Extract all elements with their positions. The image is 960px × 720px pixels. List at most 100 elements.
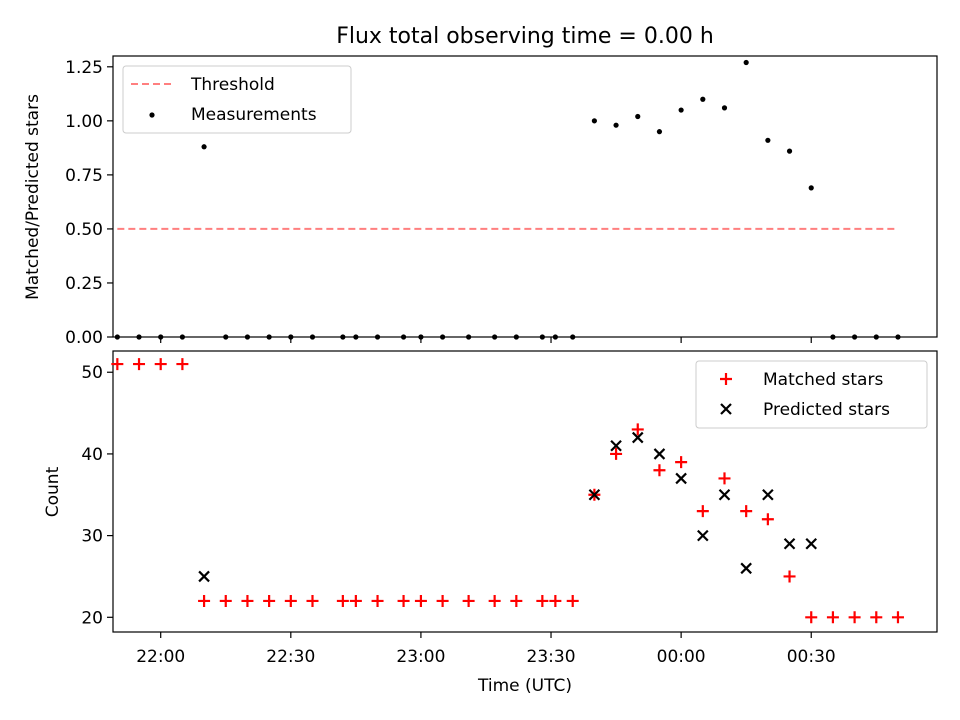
bottom-y-axis: 20 30 40 50: [81, 363, 113, 628]
top-y-tick-label: 1.00: [65, 112, 103, 132]
matched-star-point: [891, 611, 904, 624]
predicted-star-point: [675, 472, 687, 485]
legend-threshold-label: Threshold: [190, 75, 275, 95]
matched-star-point: [241, 594, 254, 607]
measurement-point: [492, 334, 498, 340]
measurement-point: [201, 144, 207, 150]
matched-star-point: [219, 594, 232, 607]
matched-star-point: [805, 611, 818, 624]
bottom-legend: Matched stars Predicted stars: [695, 360, 928, 429]
matched-star-point: [349, 594, 362, 607]
measurement-point: [353, 334, 359, 340]
top-y-tick-label: 0.50: [65, 220, 103, 240]
matched-star-point: [783, 570, 796, 583]
predicted-star-point: [653, 448, 666, 460]
matched-star-point: [263, 594, 276, 607]
matched-star-point: [306, 594, 319, 607]
matched-star-point: [696, 505, 709, 518]
measurement-point: [635, 113, 641, 120]
top-legend-frame: [122, 65, 352, 134]
measurement-point: [244, 334, 251, 340]
measurement-point: [721, 105, 728, 111]
measurement-point: [539, 334, 545, 340]
predicted-star-point: [610, 439, 622, 452]
bottom-x-tick-label: 00:30: [787, 647, 836, 667]
matched-star-point: [510, 594, 523, 607]
predicted-star-point: [697, 529, 709, 542]
predicted-star-point: [588, 488, 601, 501]
bottom-legend-frame: [695, 360, 928, 429]
top-y-axis: 0.00 0.25 0.50 0.75 1.00 1.25: [65, 58, 113, 348]
matched-star-point: [198, 594, 211, 607]
measurement-point: [808, 185, 814, 191]
measurement-point: [852, 334, 858, 340]
legend-measurements-swatch: [149, 112, 155, 118]
measurement-point: [743, 59, 749, 66]
measurement-point: [466, 334, 472, 340]
matched-star-point: [653, 464, 666, 477]
top-y-tick-label: 1.25: [65, 58, 103, 78]
matched-star-point: [176, 358, 189, 371]
measurement-point: [440, 334, 446, 340]
measurement-point: [765, 137, 771, 143]
bottom-y-tick-label: 50: [81, 363, 103, 383]
matched-star-point: [462, 594, 475, 607]
matched-star-point: [488, 594, 501, 607]
bottom-x-tick-label: 22:00: [136, 647, 185, 667]
top-y-axis-label: Matched/Predicted stars: [23, 94, 43, 300]
matched-star-point: [718, 472, 731, 485]
matched-star-point: [436, 594, 449, 607]
measurement-point: [570, 334, 576, 340]
predicted-star-point: [805, 538, 818, 550]
matched-star-point: [549, 594, 562, 607]
matched-star-point: [414, 594, 427, 607]
measurement-point: [613, 122, 619, 128]
chart-title: Flux total observing time = 0.00 h: [336, 24, 714, 49]
measurement-point: [400, 334, 407, 340]
predicted-star-point: [718, 488, 731, 501]
measurement-point: [136, 334, 142, 340]
measurement-point: [678, 107, 684, 113]
top-y-tick-label: 0.25: [65, 274, 103, 294]
measurement-point: [374, 334, 381, 340]
matched-star-point: [826, 611, 839, 624]
legend-matched-swatch: [720, 373, 732, 385]
bottom-marks: [111, 358, 904, 624]
matched-star-point: [536, 594, 549, 607]
predicted-star-point: [631, 431, 644, 444]
matched-star-point: [610, 447, 623, 460]
legend-matched-label: Matched stars: [763, 370, 883, 390]
measurement-point: [591, 118, 597, 124]
top-y-tick-label: 0.75: [65, 166, 103, 186]
bottom-x-tick-label: 22:30: [266, 647, 315, 667]
predicted-star-point: [198, 570, 210, 583]
matched-star-point: [397, 594, 410, 607]
matched-star-point: [154, 358, 167, 371]
measurement-point: [786, 148, 793, 154]
measurement-point: [340, 334, 346, 340]
measurement-point: [266, 334, 272, 340]
measurement-point: [309, 334, 316, 340]
bottom-y-tick-label: 30: [81, 527, 103, 547]
measurement-point: [223, 334, 229, 340]
matched-star-point: [371, 594, 384, 607]
top-x-ticks: [160, 337, 812, 343]
bottom-x-tick-label: 23:00: [396, 647, 445, 667]
bottom-x-tick-label: 00:00: [657, 647, 706, 667]
matched-star-point: [870, 611, 883, 624]
measurement-point: [656, 129, 663, 135]
bottom-x-tick-label: 23:30: [527, 647, 576, 667]
legend-measurements-label: Measurements: [191, 105, 317, 125]
top-legend: Threshold Measurements: [122, 65, 352, 134]
matched-star-point: [566, 594, 579, 607]
matched-star-point: [336, 594, 349, 607]
matched-star-point: [111, 358, 124, 371]
legend-predicted-label: Predicted stars: [763, 400, 890, 420]
matched-star-point: [133, 358, 146, 371]
matched-star-point: [675, 456, 688, 469]
measurement-point: [830, 334, 836, 340]
bottom-y-tick-label: 40: [81, 445, 103, 465]
matched-star-point: [284, 594, 297, 607]
measurement-point: [895, 334, 901, 340]
